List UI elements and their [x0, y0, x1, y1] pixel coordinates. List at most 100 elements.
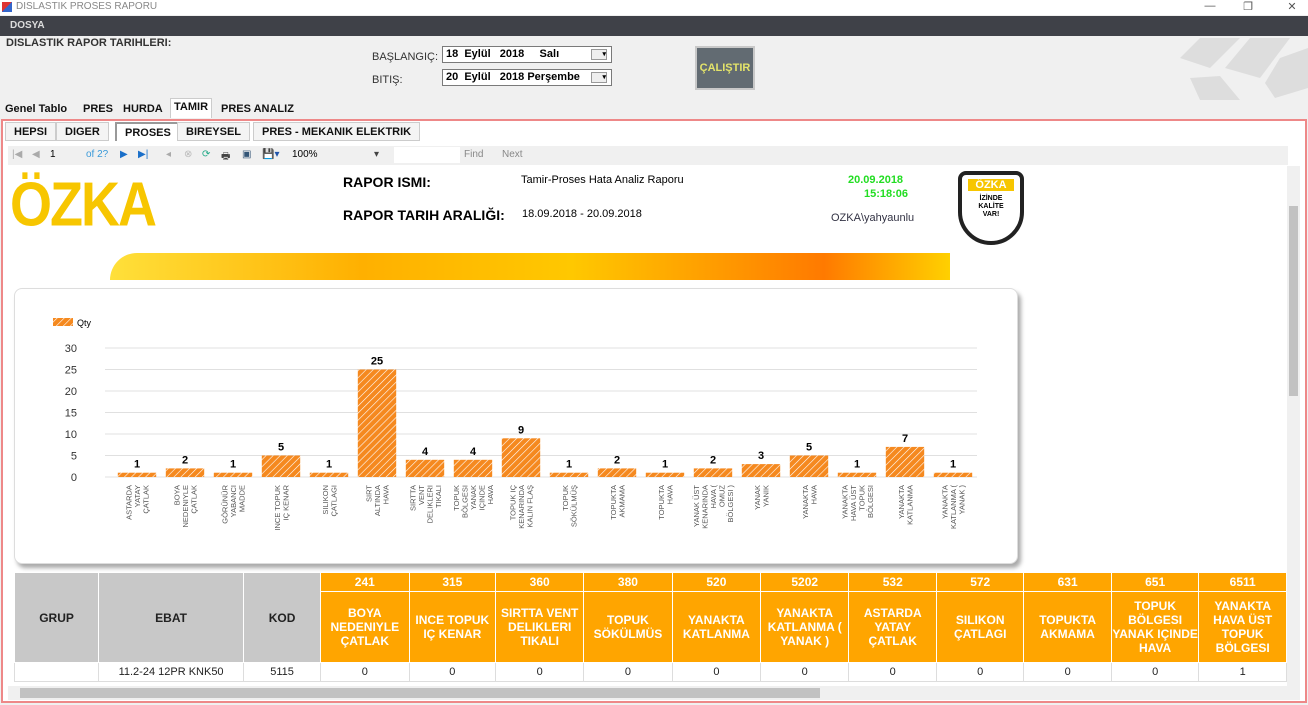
subtab-pres-mekanik-elektrik[interactable]: PRES - MEKANIK ELEKTRIK: [253, 122, 421, 141]
tab-hurda[interactable]: HURDA: [123, 103, 163, 115]
data-label: 7: [902, 433, 908, 445]
next-page-icon[interactable]: ▶: [120, 149, 128, 160]
data-label: 5: [278, 442, 284, 454]
calendar-dropdown-icon[interactable]: ▾: [591, 49, 607, 60]
column-code: 315: [408, 572, 497, 592]
scrollbar-thumb[interactable]: [1289, 206, 1298, 396]
data-label: 5: [806, 442, 812, 454]
last-page-icon[interactable]: ▶|: [138, 149, 149, 160]
start-date-picker[interactable]: 18 Eylül 2018 Salı ▾: [442, 46, 612, 63]
page-number-input[interactable]: 1: [50, 149, 56, 160]
bar[interactable]: [165, 468, 205, 477]
x-tick-label: SIRTTAVENTDELIKLERITIKALI: [408, 485, 443, 524]
zoom-dropdown-icon[interactable]: ▾: [374, 149, 380, 160]
bar[interactable]: [597, 468, 637, 477]
refresh-icon[interactable]: ⟳: [202, 149, 211, 160]
export-icon[interactable]: 💾▾: [262, 149, 280, 160]
find-input[interactable]: [394, 147, 460, 163]
page-layout-icon[interactable]: ▣: [242, 149, 252, 160]
start-date-label: BAŞLANGIÇ:: [372, 51, 439, 63]
data-label: 2: [182, 454, 188, 466]
data-label: 9: [518, 424, 524, 436]
bar[interactable]: [357, 369, 397, 478]
report-name-label: RAPOR ISMI:: [343, 174, 431, 190]
x-tick-label: TOPUKBÖLGESIYANAKIÇINDEHAVA: [452, 485, 495, 518]
bar[interactable]: [933, 472, 973, 477]
vertical-scrollbar[interactable]: [1287, 166, 1300, 686]
calendar-dropdown-icon[interactable]: ▾: [591, 72, 607, 83]
run-button[interactable]: ÇALIŞTIR: [695, 46, 755, 90]
tab-pres-analiz[interactable]: PRES ANALIZ: [221, 103, 294, 115]
subtab-proses[interactable]: PROSES: [115, 122, 181, 141]
x-tick-label: INCE TOPUKIÇ KENAR: [273, 484, 291, 530]
find-link[interactable]: Find: [464, 149, 484, 160]
bar[interactable]: [693, 468, 733, 477]
close-button[interactable]: ✕: [1287, 1, 1297, 13]
first-page-icon[interactable]: |◀: [12, 149, 23, 160]
x-tick-label: ASTARDAYATAYÇATLAK: [125, 485, 151, 520]
column-code: 5202: [760, 572, 850, 592]
cell-value: 0: [1023, 662, 1112, 682]
cell-value: 0: [936, 662, 1025, 682]
next-link[interactable]: Next: [502, 149, 523, 160]
bar[interactable]: [789, 455, 829, 478]
print-icon[interactable]: 🖶: [221, 151, 231, 162]
x-tick-label: TOPUK IÇKENARINDAKALIN FLAŞ: [509, 484, 535, 528]
previous-page-icon[interactable]: ◀: [32, 149, 40, 160]
subtab-hepsi[interactable]: HEPSI: [5, 122, 57, 141]
column-name: INCE TOPUK IÇ KENAR: [408, 591, 497, 663]
menu-file[interactable]: DOSYA: [10, 20, 45, 31]
bar[interactable]: [309, 472, 349, 477]
tab-tamir[interactable]: TAMIR: [170, 98, 213, 118]
bar[interactable]: [837, 472, 877, 477]
column-code: 380: [583, 572, 673, 592]
end-date-picker[interactable]: 20 Eylül 2018 Perşembe ▾: [442, 69, 612, 86]
x-tick-label: SIRTALTINDAHAVA: [365, 485, 391, 517]
title-bar: DISLASTIK PROSES RAPORU — ❐ ✕: [0, 0, 1308, 15]
bar[interactable]: [501, 438, 541, 477]
cell-value: 0: [1110, 662, 1200, 682]
column-name: TOPUK SÖKÜLMÜS: [583, 591, 673, 663]
tire-tread-decoration: [1180, 38, 1308, 100]
x-tick-label: GÖRÜNÜRYABANCIMADDE: [221, 484, 247, 523]
minimize-button[interactable]: —: [1204, 0, 1216, 12]
stop-icon[interactable]: ⊗: [184, 149, 193, 160]
data-label: 25: [371, 356, 383, 368]
bar[interactable]: [117, 472, 157, 477]
zoom-select[interactable]: 100%: [292, 149, 318, 160]
subtab-diger[interactable]: DIGER: [56, 122, 109, 141]
data-label: 2: [614, 454, 620, 466]
cell-grup: [13, 662, 100, 682]
column-code: 651: [1110, 572, 1200, 592]
restore-button[interactable]: ❐: [1243, 1, 1253, 13]
bar[interactable]: [741, 464, 781, 477]
tab-pres[interactable]: PRES: [83, 103, 113, 115]
cell-value: 0: [671, 662, 762, 682]
cell-value: 1: [1198, 662, 1287, 682]
cell-value: 0: [760, 662, 850, 682]
cell-value: 0: [495, 662, 585, 682]
column-name: YANAKTA KATLANMA: [671, 591, 762, 663]
y-tick-label: 10: [65, 429, 77, 441]
scrollbar-thumb[interactable]: [20, 688, 820, 698]
horizontal-scrollbar[interactable]: [8, 686, 1300, 700]
bar[interactable]: [213, 472, 253, 477]
bar[interactable]: [885, 446, 925, 477]
bar[interactable]: [645, 472, 685, 477]
tab-genel-tablo[interactable]: Genel Tablo: [5, 103, 68, 115]
back-icon[interactable]: ◂: [166, 149, 172, 160]
column-code: 241: [320, 572, 410, 592]
end-date-value: 20 Eylül 2018 Perşembe: [446, 71, 580, 83]
bar[interactable]: [453, 459, 493, 477]
decorative-band: [110, 253, 950, 280]
data-label: 2: [710, 454, 716, 466]
subtab-bireysel[interactable]: BIREYSEL: [177, 122, 251, 141]
column-code: 532: [848, 572, 938, 592]
column-name: YANAKTA HAVA ÜST TOPUK BÖLGESI: [1198, 591, 1287, 663]
x-tick-label: YANAKTAHAVA: [801, 485, 819, 519]
bar[interactable]: [405, 459, 445, 477]
bar[interactable]: [549, 472, 589, 477]
x-tick-label: TOPUKTAHAVA: [657, 485, 675, 520]
bar[interactable]: [261, 455, 301, 478]
column-code: 520: [671, 572, 762, 592]
